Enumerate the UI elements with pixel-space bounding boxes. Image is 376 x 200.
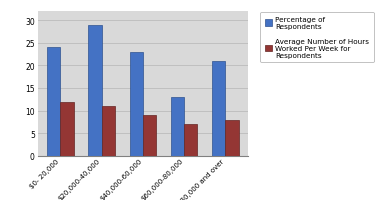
Bar	[102, 107, 115, 156]
Bar	[225, 120, 239, 156]
Bar	[47, 48, 61, 156]
Bar	[130, 52, 143, 156]
Bar	[171, 97, 184, 156]
Bar	[184, 124, 197, 156]
Bar	[212, 62, 225, 156]
Legend: Percentage of
Respondents, Average Number of Hours
Worked Per Week for
Responden: Percentage of Respondents, Average Numbe…	[260, 13, 374, 63]
Bar	[88, 25, 102, 156]
Bar	[143, 116, 156, 156]
Bar	[61, 102, 74, 156]
